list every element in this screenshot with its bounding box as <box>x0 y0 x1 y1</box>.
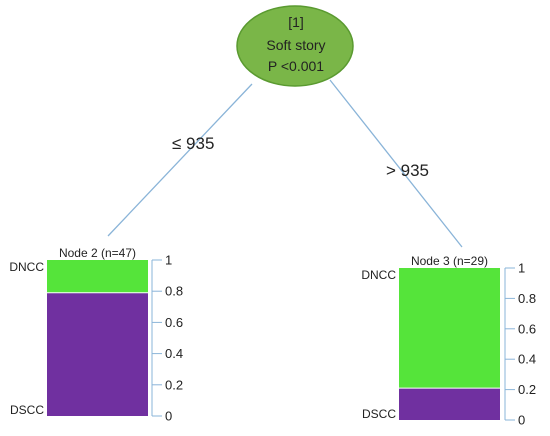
edge-left <box>107 83 253 237</box>
root-node: [1] Soft story P <0.001 <box>236 5 354 87</box>
root-node-variable: Soft story <box>266 37 325 53</box>
node-2-tick-label: 0.2 <box>165 377 183 392</box>
terminal-node-3: Node 3 (n=29) DNCC DSCC 0 0.2 0.4 0.6 0.8 1 <box>361 254 536 428</box>
terminal-node-2: Node 2 (n=47) DNCC DSCC 0 0.2 0.4 0.6 0.8 1 <box>9 246 183 424</box>
edge-left-label: ≤ 935 <box>172 134 214 153</box>
node-2-tick-label: 0.4 <box>165 346 183 361</box>
node-3-tick-label: 0.2 <box>518 382 536 397</box>
edge-right <box>329 79 463 248</box>
node-2-tick-label: 0.6 <box>165 315 183 330</box>
node-3-tick-label: 0.4 <box>518 352 536 367</box>
root-node-p-value: P <0.001 <box>268 58 324 74</box>
node-2-label-dscc: DSCC <box>10 403 44 417</box>
node-3-label-dncc: DNCC <box>361 268 396 282</box>
edge-right-label: > 935 <box>386 161 429 180</box>
node-3-label-dscc: DSCC <box>362 407 396 421</box>
root-node-ellipse <box>236 5 354 87</box>
node-3-tick-label: 0.8 <box>518 291 536 306</box>
node-3-bar-dncc <box>399 268 500 389</box>
node-3-title: Node 3 (n=29) <box>411 254 488 268</box>
node-2-bar-dscc <box>47 292 148 416</box>
node-2-label-dncc: DNCC <box>9 260 44 274</box>
node-2-tick-label: 1 <box>165 253 172 268</box>
node-2-tick-label: 0 <box>165 409 172 424</box>
node-3-tick-label: 0.6 <box>518 321 536 336</box>
node-3-tick-label: 0 <box>518 413 525 428</box>
node-2-tick-label: 0.8 <box>165 284 183 299</box>
node-3-bar-dscc <box>399 388 500 420</box>
node-3-tick-label: 1 <box>518 261 525 276</box>
node-2-bar-dncc <box>47 260 148 293</box>
node-2-title: Node 2 (n=47) <box>59 246 136 260</box>
root-node-id: [1] <box>288 14 304 30</box>
